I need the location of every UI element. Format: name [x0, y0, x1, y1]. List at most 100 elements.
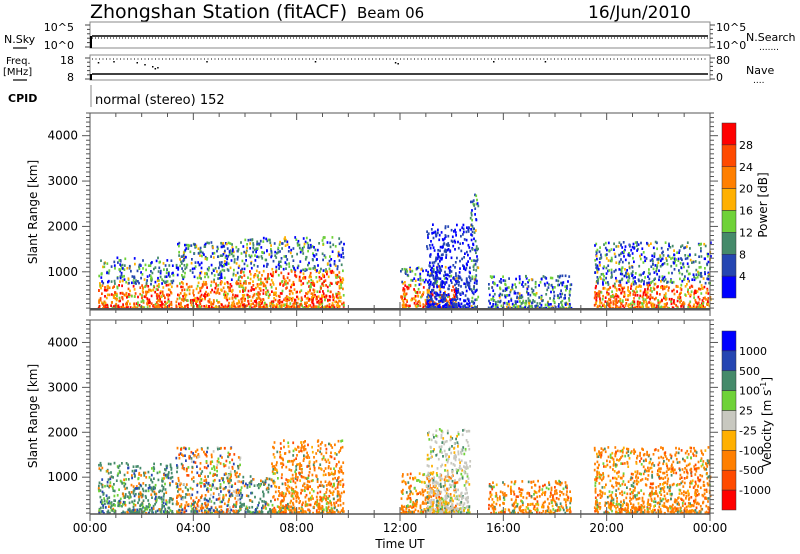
data-cell — [102, 281, 105, 285]
data-cell — [288, 279, 291, 282]
data-cell — [476, 255, 478, 258]
data-cell — [635, 282, 637, 285]
data-cell — [224, 242, 227, 245]
data-cell — [194, 244, 197, 248]
data-cell — [113, 264, 116, 267]
data-cell — [608, 302, 611, 305]
data-cell — [185, 282, 188, 286]
data-cell — [220, 276, 223, 279]
data-cell — [217, 255, 219, 258]
data-cell — [457, 277, 460, 280]
data-cell — [205, 478, 208, 482]
data-cell — [417, 300, 419, 304]
data-cell — [401, 297, 404, 301]
data-cell — [705, 298, 707, 301]
data-cell — [651, 303, 654, 307]
data-cell — [168, 511, 171, 515]
data-cell — [403, 292, 406, 296]
data-cell — [244, 238, 247, 242]
data-cell — [113, 503, 115, 506]
data-cell — [404, 293, 407, 296]
data-cell — [300, 248, 303, 252]
data-cell — [228, 466, 230, 469]
data-cell — [677, 257, 680, 261]
data-cell — [336, 273, 339, 277]
data-cell — [464, 268, 467, 272]
data-cell — [453, 298, 455, 301]
data-cell — [284, 239, 286, 243]
data-cell — [207, 275, 210, 279]
data-cell — [455, 234, 457, 237]
data-cell — [439, 277, 442, 281]
data-cell — [700, 255, 703, 258]
data-cell — [502, 279, 505, 282]
data-cell — [441, 285, 443, 288]
data-cell — [297, 239, 300, 243]
data-cell — [101, 280, 103, 283]
data-cell — [181, 274, 183, 277]
data-cell — [689, 286, 691, 289]
data-cell — [210, 241, 213, 244]
data-cell — [441, 294, 443, 297]
data-cell — [319, 463, 322, 466]
data-cell — [663, 262, 666, 265]
data-cell — [594, 263, 597, 266]
data-cell — [240, 480, 243, 484]
data-cell — [240, 241, 242, 244]
data-cell — [595, 292, 598, 295]
data-cell — [558, 276, 561, 279]
data-cell — [242, 290, 244, 293]
data-cell — [123, 293, 126, 297]
data-cell — [113, 494, 116, 498]
data-cell — [445, 256, 447, 259]
data-cell — [157, 276, 159, 280]
data-cell — [339, 300, 342, 303]
data-cell — [165, 284, 168, 287]
data-cell — [612, 295, 615, 298]
data-cell — [683, 246, 685, 250]
data-cell — [464, 282, 467, 286]
data-cell — [210, 500, 213, 503]
data-cell — [101, 501, 104, 504]
data-cell — [623, 255, 625, 258]
data-cell — [212, 269, 215, 272]
data-cell — [205, 453, 207, 457]
data-cell — [634, 287, 637, 291]
data-cell — [207, 464, 209, 468]
data-cell — [167, 475, 169, 478]
data-cell — [280, 292, 283, 295]
data-cell — [213, 278, 215, 282]
data-cell — [201, 284, 204, 288]
data-cell — [284, 303, 286, 306]
data-cell — [697, 301, 700, 305]
data-cell — [220, 508, 223, 512]
data-cell — [473, 263, 476, 267]
data-cell — [110, 501, 113, 504]
data-cell — [209, 500, 212, 503]
data-cell — [454, 266, 456, 269]
data-cell — [188, 292, 191, 296]
data-cell — [167, 471, 170, 474]
data-cell — [127, 478, 130, 481]
data-cell — [288, 292, 291, 296]
data-cell — [180, 462, 183, 466]
data-cell — [687, 280, 690, 283]
data-cell — [667, 248, 669, 251]
data-cell — [309, 283, 312, 286]
data-cell — [223, 464, 226, 468]
data-cell — [108, 501, 111, 505]
data-cell — [313, 291, 316, 294]
data-cell — [322, 258, 324, 262]
data-cell — [424, 304, 427, 307]
data-cell — [265, 507, 267, 510]
data-cell — [456, 295, 458, 298]
data-cell — [226, 298, 229, 302]
freq-panel: 18 8 Freq. [MHz] 80 0 Nave .... — [3, 54, 774, 86]
data-cell — [133, 494, 136, 498]
data-cell — [477, 247, 479, 251]
data-cell — [466, 302, 468, 305]
data-cell — [184, 486, 187, 489]
data-cell — [684, 293, 687, 296]
data-cell — [191, 507, 194, 511]
data-cell — [404, 272, 407, 275]
